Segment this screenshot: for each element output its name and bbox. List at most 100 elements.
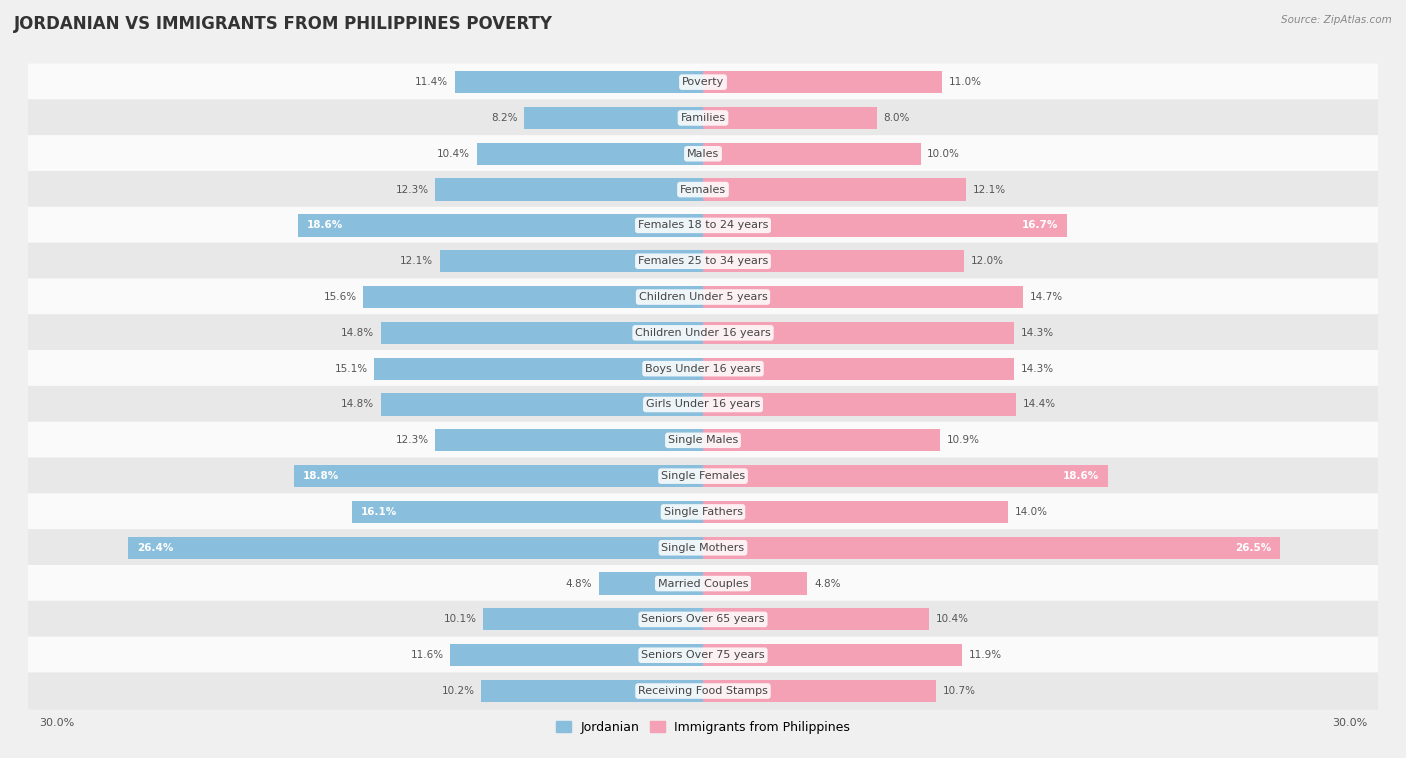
Text: 8.0%: 8.0% [884,113,910,123]
Text: Girls Under 16 years: Girls Under 16 years [645,399,761,409]
Text: Single Mothers: Single Mothers [661,543,745,553]
Text: Receiving Food Stamps: Receiving Food Stamps [638,686,768,696]
Bar [353,501,703,523]
Text: Poverty: Poverty [682,77,724,87]
Text: Boys Under 16 years: Boys Under 16 years [645,364,761,374]
Bar [703,393,1017,415]
Text: 14.0%: 14.0% [1014,507,1047,517]
Legend: Jordanian, Immigrants from Philippines: Jordanian, Immigrants from Philippines [551,716,855,739]
Text: 18.8%: 18.8% [302,471,339,481]
Bar [477,143,703,165]
Text: 16.7%: 16.7% [1022,221,1057,230]
Text: 14.4%: 14.4% [1024,399,1056,409]
Text: 26.4%: 26.4% [136,543,173,553]
Text: 18.6%: 18.6% [307,221,343,230]
Text: 14.3%: 14.3% [1021,328,1054,338]
Text: Children Under 16 years: Children Under 16 years [636,328,770,338]
Bar [703,143,921,165]
Bar [381,393,703,415]
Text: 15.1%: 15.1% [335,364,368,374]
Bar [599,572,703,595]
Bar [703,215,1067,236]
Text: 16.1%: 16.1% [361,507,398,517]
Text: Source: ZipAtlas.com: Source: ZipAtlas.com [1281,15,1392,25]
Bar [374,358,703,380]
Bar [703,321,1014,344]
Text: 10.4%: 10.4% [936,615,969,625]
Text: Males: Males [688,149,718,158]
FancyBboxPatch shape [6,386,1400,423]
Bar [703,250,965,272]
FancyBboxPatch shape [6,672,1400,709]
Text: 12.3%: 12.3% [395,185,429,195]
Text: Single Fathers: Single Fathers [664,507,742,517]
Bar [363,286,703,309]
FancyBboxPatch shape [6,637,1400,674]
Text: 12.1%: 12.1% [399,256,433,266]
Bar [703,71,942,93]
Text: 18.6%: 18.6% [1063,471,1099,481]
FancyBboxPatch shape [6,207,1400,244]
Text: 14.3%: 14.3% [1021,364,1054,374]
Bar [484,608,703,631]
Bar [703,465,1108,487]
Bar [703,644,962,666]
Text: 12.0%: 12.0% [970,256,1004,266]
Bar [703,608,929,631]
Bar [703,572,807,595]
Text: 26.5%: 26.5% [1234,543,1271,553]
Text: 10.2%: 10.2% [441,686,474,696]
Text: 14.7%: 14.7% [1029,292,1063,302]
Bar [703,429,941,452]
Bar [703,358,1014,380]
FancyBboxPatch shape [6,493,1400,531]
Text: Families: Families [681,113,725,123]
FancyBboxPatch shape [6,421,1400,459]
Text: 11.9%: 11.9% [969,650,1001,660]
Bar [703,286,1024,309]
Text: Females 25 to 34 years: Females 25 to 34 years [638,256,768,266]
FancyBboxPatch shape [6,458,1400,495]
Bar [703,537,1279,559]
Text: JORDANIAN VS IMMIGRANTS FROM PHILIPPINES POVERTY: JORDANIAN VS IMMIGRANTS FROM PHILIPPINES… [14,15,553,33]
FancyBboxPatch shape [6,350,1400,387]
Bar [440,250,703,272]
Text: 10.1%: 10.1% [443,615,477,625]
Bar [294,465,703,487]
FancyBboxPatch shape [6,529,1400,566]
Text: 30.0%: 30.0% [1331,718,1367,728]
Text: 15.6%: 15.6% [323,292,357,302]
FancyBboxPatch shape [6,171,1400,208]
Text: 12.1%: 12.1% [973,185,1007,195]
Bar [298,215,703,236]
Bar [703,501,1008,523]
Text: 10.9%: 10.9% [946,435,980,445]
Text: 14.8%: 14.8% [342,328,374,338]
FancyBboxPatch shape [6,565,1400,602]
Text: Females 18 to 24 years: Females 18 to 24 years [638,221,768,230]
FancyBboxPatch shape [6,243,1400,280]
FancyBboxPatch shape [6,64,1400,101]
Bar [703,178,966,201]
Bar [524,107,703,129]
Bar [436,178,703,201]
Text: 4.8%: 4.8% [565,578,592,588]
FancyBboxPatch shape [6,601,1400,638]
Text: Females: Females [681,185,725,195]
Text: 11.0%: 11.0% [949,77,981,87]
Text: 10.7%: 10.7% [942,686,976,696]
FancyBboxPatch shape [6,99,1400,136]
Bar [381,321,703,344]
Text: Children Under 5 years: Children Under 5 years [638,292,768,302]
Text: Seniors Over 75 years: Seniors Over 75 years [641,650,765,660]
Text: 4.8%: 4.8% [814,578,841,588]
Text: Single Males: Single Males [668,435,738,445]
Text: 11.4%: 11.4% [415,77,449,87]
Text: 8.2%: 8.2% [492,113,517,123]
Bar [436,429,703,452]
Bar [703,680,936,702]
Bar [128,537,703,559]
Text: 11.6%: 11.6% [411,650,444,660]
Text: 30.0%: 30.0% [39,718,75,728]
Text: 12.3%: 12.3% [395,435,429,445]
